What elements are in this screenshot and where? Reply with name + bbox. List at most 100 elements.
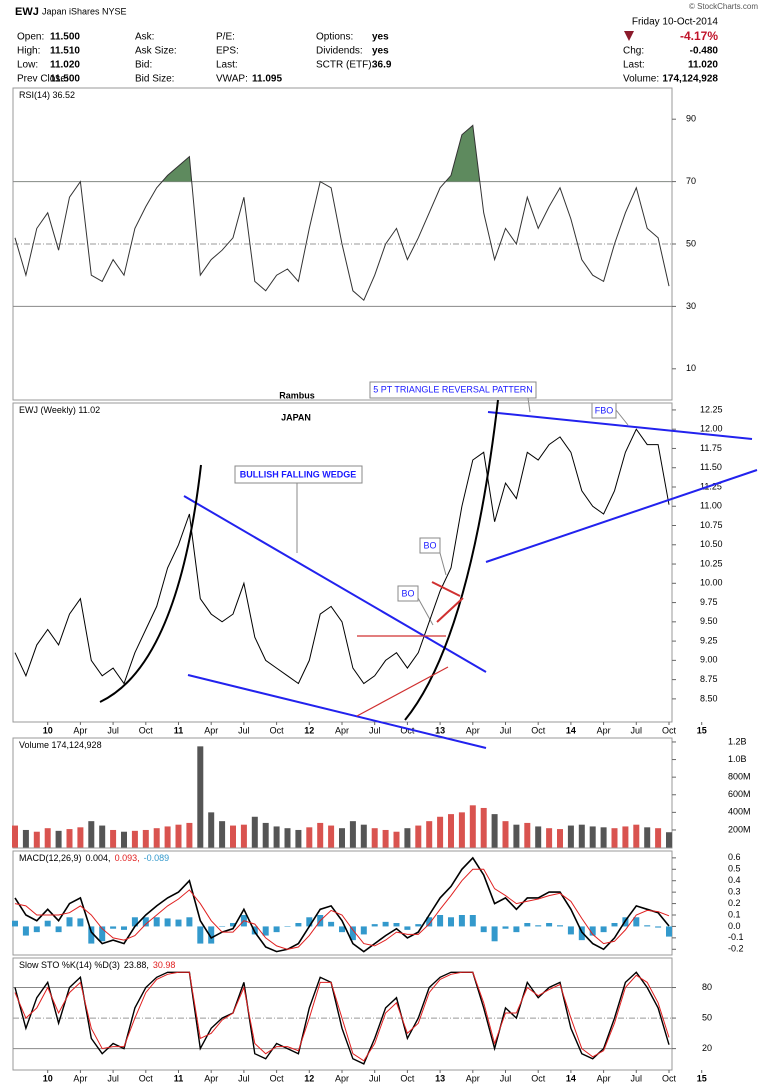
y-tick-label: 9.00 xyxy=(700,655,718,665)
bar xyxy=(99,825,106,848)
y-tick-label: 12.00 xyxy=(700,424,723,434)
legend-entry: 23.88, xyxy=(124,960,149,970)
x-tick-label: 13 xyxy=(435,725,445,735)
x-tick-label: Jul xyxy=(631,725,643,735)
parabolic-arc xyxy=(99,464,202,703)
panel-frame xyxy=(12,957,673,1071)
bar xyxy=(644,827,651,848)
y-tick-label: 50 xyxy=(702,1012,712,1022)
bar xyxy=(339,926,345,933)
field-value: -0.480 xyxy=(690,46,719,57)
y-tick-label: 0.6 xyxy=(728,852,741,862)
bar xyxy=(524,822,531,848)
field-value: 11.500 xyxy=(50,32,80,43)
bar xyxy=(448,917,454,927)
panel-frame xyxy=(12,737,673,849)
bar xyxy=(99,926,106,942)
overbought-fill xyxy=(162,125,480,182)
field-label: P/E: xyxy=(216,32,235,43)
bar xyxy=(458,915,465,927)
y-tick-label: 10 xyxy=(686,363,696,373)
x-tick-label: Oct xyxy=(270,725,285,735)
bar xyxy=(77,918,84,927)
x-tick-label: 15 xyxy=(697,1073,707,1083)
bar xyxy=(230,825,236,848)
y-tick-label: 9.25 xyxy=(700,635,718,645)
bar xyxy=(393,831,400,848)
field-label: Chg: xyxy=(623,46,644,57)
breakout-label: BO xyxy=(423,540,436,550)
y-tick-label: 0.5 xyxy=(728,864,741,874)
x-tick-label: Oct xyxy=(270,1073,285,1083)
bar xyxy=(153,828,160,848)
bar xyxy=(208,812,215,848)
bar xyxy=(469,805,476,848)
bar xyxy=(284,926,291,927)
bar xyxy=(360,824,367,848)
bar xyxy=(360,926,367,935)
legend-entry: EWJ (Weekly) 11.02 xyxy=(19,405,100,415)
bar xyxy=(480,926,487,933)
x-tick-label: Jul xyxy=(107,1073,119,1083)
field-value: 11.020 xyxy=(688,60,718,71)
flag-line xyxy=(436,597,464,623)
bar xyxy=(600,926,607,933)
field-label: SCTR (ETF): xyxy=(316,60,374,71)
x-tick-label: Jul xyxy=(500,725,512,735)
legend-entry: 0.004, xyxy=(86,853,111,863)
y-tick-label: 0.0 xyxy=(728,921,741,931)
bar xyxy=(164,918,171,927)
y-tick-label: 10.00 xyxy=(700,578,723,588)
field-label: Low: xyxy=(17,60,38,71)
bar xyxy=(382,829,389,848)
y-tick-label: 10.75 xyxy=(700,520,723,530)
bar xyxy=(393,923,400,927)
bar xyxy=(131,917,138,927)
bar xyxy=(44,828,51,848)
field-label: Open: xyxy=(17,32,44,43)
bar xyxy=(535,826,542,848)
series-line xyxy=(14,856,670,953)
bar xyxy=(12,920,18,927)
field-value: 36.9 xyxy=(372,60,392,71)
trendline xyxy=(356,666,449,717)
bar xyxy=(491,814,498,848)
bar xyxy=(382,921,389,927)
bar xyxy=(480,807,487,848)
bar xyxy=(567,926,574,935)
bar xyxy=(502,926,509,929)
field-label: Dividends: xyxy=(316,46,363,57)
y-tick-label: 600M xyxy=(728,789,751,799)
panel-legend: Slow STO %K(14) %D(3) 23.88, 30.98 xyxy=(19,960,175,970)
down-arrow xyxy=(624,31,634,41)
x-tick-label: Apr xyxy=(73,1073,87,1083)
trendline xyxy=(485,469,758,563)
x-tick-label: Apr xyxy=(335,725,349,735)
bar xyxy=(426,821,433,848)
bar xyxy=(448,814,454,848)
field-value: 11.500 xyxy=(50,74,80,85)
y-tick-label: -0.1 xyxy=(728,932,744,942)
bar xyxy=(110,829,117,848)
bar xyxy=(328,825,335,848)
x-tick-label: Oct xyxy=(662,1073,677,1083)
bar xyxy=(633,824,640,848)
bar xyxy=(295,923,302,927)
author: Rambus xyxy=(279,390,315,400)
y-tick-label: 0.1 xyxy=(728,909,741,919)
bar xyxy=(55,926,62,933)
bar xyxy=(589,826,596,848)
market: JAPAN xyxy=(281,412,311,422)
trendline xyxy=(187,674,487,749)
bar xyxy=(557,829,563,848)
x-tick-label: Apr xyxy=(466,725,480,735)
bar xyxy=(349,926,356,941)
series-line xyxy=(14,124,670,302)
callout-pointer xyxy=(615,409,629,426)
x-tick-label: Apr xyxy=(204,1073,218,1083)
y-tick-label: 0.2 xyxy=(728,898,741,908)
bar xyxy=(142,917,149,927)
bar xyxy=(655,828,662,848)
bar xyxy=(502,821,509,848)
x-tick-label: 11 xyxy=(174,1073,184,1083)
